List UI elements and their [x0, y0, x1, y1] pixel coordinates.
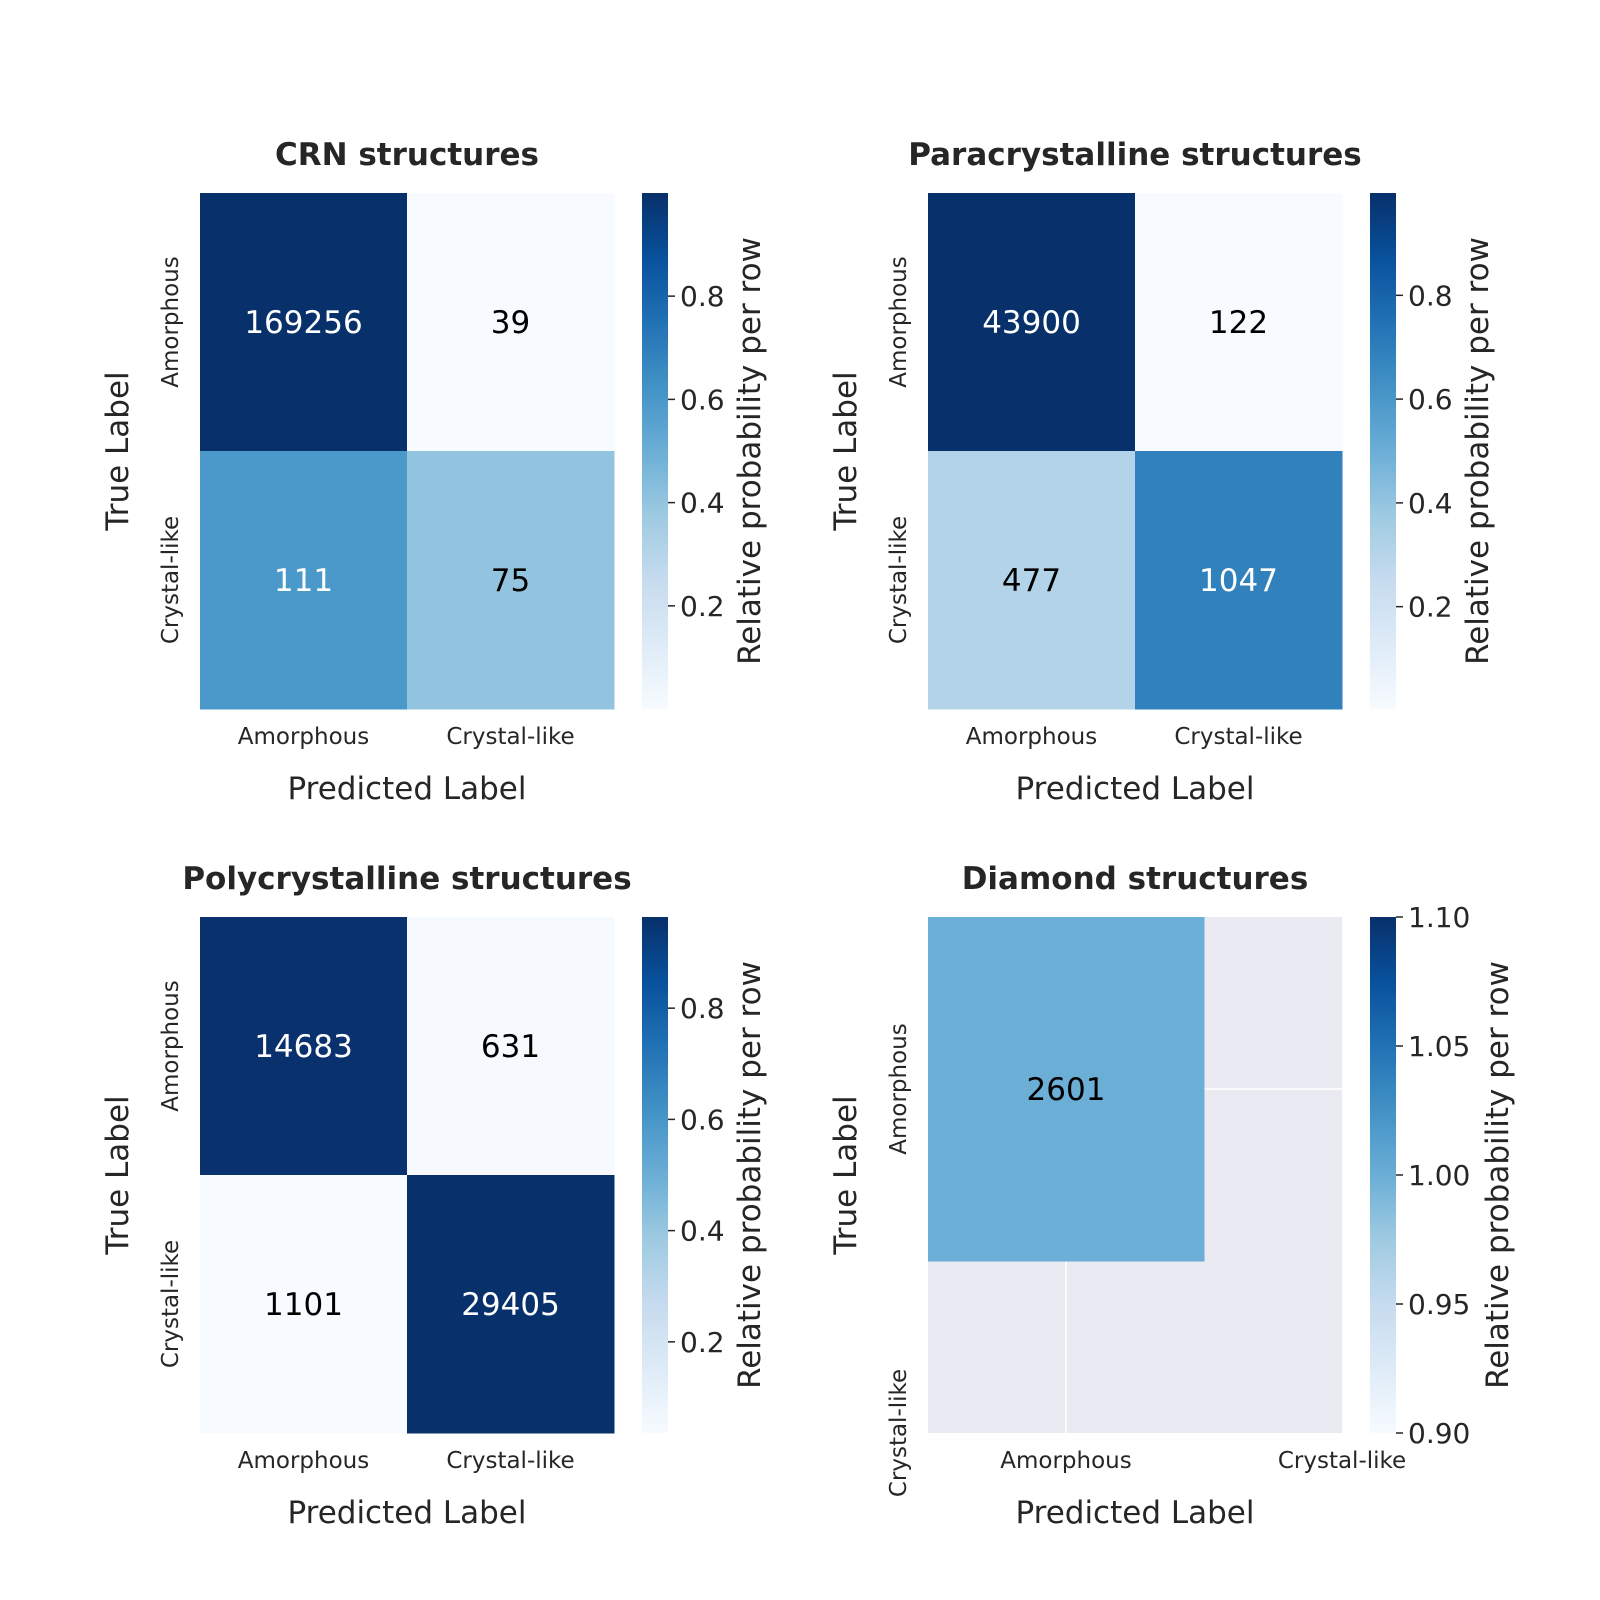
cell-value-label: 111 — [274, 563, 333, 599]
cell-value-label: 477 — [1002, 563, 1061, 599]
colorbar-gradient — [1370, 917, 1396, 1433]
heatmap-cells: 2601 — [928, 917, 1205, 1262]
colorbar-tick-label: 1.00 — [1408, 1159, 1470, 1192]
heatmap-cell — [200, 1175, 408, 1434]
colorbar-tick-label: 0.8 — [680, 280, 725, 313]
colorbar-gradient — [642, 917, 668, 1433]
panel-diamond: Diamond structures 2601 Amorphous Crysta… — [828, 861, 1516, 1531]
cell-value-label: 43900 — [982, 305, 1081, 341]
heatmap-cell — [407, 1175, 615, 1434]
y-tick-label-amorphous: Amorphous — [158, 980, 184, 1111]
y-axis-label: True Label — [100, 371, 136, 531]
colorbar-tick-label: 0.90 — [1408, 1417, 1470, 1450]
colorbar-tick-label: 1.05 — [1408, 1030, 1470, 1063]
colorbar-gradient — [1370, 193, 1396, 709]
y-axis-label: True Label — [100, 1095, 136, 1255]
heatmap-cells: 169256 39 111 75 — [200, 193, 615, 710]
y-axis-label: True Label — [828, 1095, 864, 1255]
cell-value-label: 631 — [481, 1029, 540, 1065]
colorbar-label: Relative probability per row — [732, 237, 768, 665]
colorbar-tick-label: 0.8 — [1408, 279, 1453, 312]
colorbar: 0.2 0.4 0.6 0.8 Relative probability per ro… — [642, 193, 768, 709]
colorbar-tick-label: 0.4 — [680, 487, 725, 520]
heatmap-cells: 14683 631 1101 29405 — [200, 917, 615, 1434]
x-axis-label: Predicted Label — [287, 771, 526, 807]
cell-value-label: 1101 — [264, 1287, 343, 1323]
colorbar-ticks: 0.2 0.4 0.6 0.8 — [668, 280, 725, 623]
colorbar-tick-label: 0.6 — [680, 1103, 725, 1136]
y-axis-label: True Label — [828, 371, 864, 531]
cell-value-label: 29405 — [461, 1287, 560, 1323]
heatmap-cell — [928, 451, 1136, 710]
cell-value-label: 75 — [491, 563, 530, 599]
colorbar-tick-label: 0.95 — [1408, 1288, 1470, 1321]
colorbar-gradient — [642, 193, 668, 709]
cell-value-label: 2601 — [1027, 1072, 1106, 1108]
panel-title: Polycrystalline structures — [182, 861, 631, 897]
x-tick-label-amorphous: Amorphous — [238, 724, 369, 750]
heatmap-cell — [1135, 451, 1343, 710]
colorbar: 0.2 0.4 0.6 0.8 Relative probability per ro… — [642, 917, 768, 1433]
y-tick-label-amorphous: Amorphous — [886, 256, 912, 387]
colorbar-tick-label: 0.4 — [1408, 487, 1453, 520]
colorbar-tick-label: 0.4 — [680, 1215, 725, 1248]
heatmap-cell — [407, 917, 615, 1176]
panel-paracrystalline: Paracrystalline structures 43900 122 477 10… — [828, 137, 1496, 807]
cell-value-label: 122 — [1209, 305, 1268, 341]
colorbar-tick-label: 0.2 — [680, 1326, 725, 1359]
colorbar-label: Relative probability per row — [732, 961, 768, 1389]
colorbar-tick-label: 0.2 — [680, 590, 725, 623]
colorbar-ticks: 0.90 0.95 1.00 1.05 1.10 — [1396, 901, 1470, 1450]
x-tick-label-crystal-like: Crystal-like — [446, 1448, 574, 1474]
y-tick-label-crystal-like: Crystal-like — [158, 516, 184, 644]
x-axis-label: Predicted Label — [1015, 771, 1254, 807]
cell-value-label: 1047 — [1199, 563, 1278, 599]
x-tick-label-crystal-like: Crystal-like — [1278, 1448, 1406, 1474]
x-tick-label-crystal-like: Crystal-like — [1174, 724, 1302, 750]
colorbar-tick-label: 0.6 — [680, 383, 725, 416]
x-tick-label-crystal-like: Crystal-like — [446, 724, 574, 750]
cell-value-label: 14683 — [254, 1029, 353, 1065]
heatmap-cell — [407, 193, 615, 452]
panel-title: CRN structures — [275, 137, 539, 173]
cell-value-label: 39 — [491, 305, 530, 341]
y-tick-label-crystal-like: Crystal-like — [158, 1240, 184, 1368]
y-tick-label-amorphous: Amorphous — [886, 1023, 912, 1154]
heatmap-cell — [928, 193, 1136, 452]
heatmap-cell — [407, 451, 615, 710]
heatmap-cell — [200, 451, 408, 710]
colorbar: 0.90 0.95 1.00 1.05 1.10 Relative probabilit… — [1370, 901, 1516, 1450]
colorbar: 0.2 0.4 0.6 0.8 Relative probability per ro… — [1370, 193, 1496, 709]
colorbar-tick-label: 0.8 — [680, 992, 725, 1025]
colorbar-label: Relative probability per row — [1460, 237, 1496, 665]
panel-title: Paracrystalline structures — [908, 137, 1362, 173]
y-tick-label-crystal-like: Crystal-like — [886, 516, 912, 644]
colorbar-tick-label: 1.10 — [1408, 901, 1470, 934]
panel-polycrystalline: Polycrystalline structures 14683 631 1101 2… — [100, 861, 768, 1531]
x-axis-label: Predicted Label — [287, 1495, 526, 1531]
y-tick-label-crystal-like: Crystal-like — [886, 1369, 912, 1497]
colorbar-label: Relative probability per row — [1480, 961, 1516, 1389]
heatmap-cell — [1135, 193, 1343, 452]
x-tick-label-amorphous: Amorphous — [1000, 1448, 1131, 1474]
colorbar-tick-label: 0.2 — [1408, 591, 1453, 624]
x-tick-label-amorphous: Amorphous — [238, 1448, 369, 1474]
x-axis-label: Predicted Label — [1015, 1495, 1254, 1531]
panel-title: Diamond structures — [962, 861, 1309, 897]
heatmap-cell — [200, 917, 408, 1176]
heatmap-cells: 43900 122 477 1047 — [928, 193, 1343, 710]
heatmap-cell — [200, 193, 408, 452]
colorbar-ticks: 0.2 0.4 0.6 0.8 — [1396, 279, 1453, 624]
cell-value-label: 169256 — [244, 305, 362, 341]
colorbar-ticks: 0.2 0.4 0.6 0.8 — [668, 992, 725, 1359]
panel-crn: CRN structures 169256 39 111 75 Amorphous C… — [100, 137, 768, 807]
y-tick-label-amorphous: Amorphous — [158, 256, 184, 387]
x-tick-label-amorphous: Amorphous — [966, 724, 1097, 750]
colorbar-tick-label: 0.6 — [1408, 383, 1453, 416]
heatmap-cell — [928, 917, 1205, 1262]
